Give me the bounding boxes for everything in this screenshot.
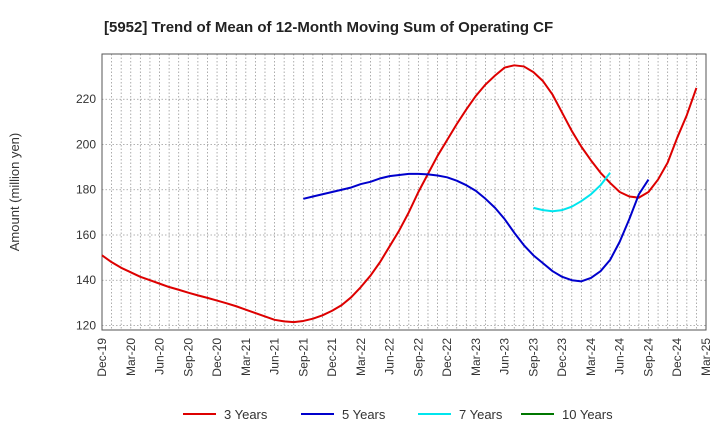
y-tick-label: 200	[76, 137, 96, 151]
x-tick-label: Mar-25	[699, 338, 713, 376]
x-tick-labels: Dec-19 Mar-20 Jun-20 Sep-20 Dec-20 Mar-21 Jun-…	[95, 338, 713, 377]
y-tick-label: 160	[76, 228, 96, 242]
x-tick-label: Mar-20	[124, 338, 138, 376]
x-tick-label: Mar-23	[469, 338, 483, 376]
x-tick-label: Dec-20	[210, 338, 224, 377]
series-line-3-years	[101, 64, 698, 324]
axes	[101, 53, 707, 331]
x-tick-label: Dec-24	[670, 338, 684, 377]
series-line-7-years	[533, 172, 611, 213]
legend-label: 5 Years	[342, 407, 386, 422]
x-tick-label: Jun-24	[613, 338, 627, 375]
x-tick-label: Mar-22	[354, 338, 368, 376]
x-tick-label: Jun-22	[383, 338, 397, 375]
y-axis-label: Amount (million yen)	[7, 133, 22, 252]
y-tick-label: 120	[76, 318, 96, 332]
x-tick-label: Jun-20	[153, 338, 167, 375]
x-tick-label: Sep-21	[296, 338, 310, 377]
x-tick-label: Jun-23	[498, 338, 512, 375]
y-tick-label: 180	[76, 183, 96, 197]
grid	[101, 54, 707, 330]
x-tick-label: Sep-22	[411, 338, 425, 377]
x-tick-label: Dec-23	[555, 338, 569, 377]
chart-title: [5952] Trend of Mean of 12-Month Moving …	[104, 19, 553, 36]
x-tick-label: Dec-19	[95, 338, 109, 377]
x-tick-label: Dec-21	[325, 338, 339, 377]
series-group	[101, 64, 698, 324]
x-tick-label: Sep-23	[526, 338, 540, 377]
series-line-5-years	[303, 172, 650, 283]
y-tick-labels: 120 140 160 180 200 220	[76, 92, 96, 332]
x-tick-label: Mar-24	[584, 338, 598, 376]
legend-label: 7 Years	[459, 407, 503, 422]
x-tick-label: Sep-20	[181, 338, 195, 377]
legend: 3 Years 5 Years 7 Years 10 Years	[183, 407, 613, 422]
x-tick-label: Sep-24	[641, 338, 655, 377]
legend-label: 3 Years	[224, 407, 268, 422]
x-tick-label: Jun-21	[268, 338, 282, 375]
legend-label: 10 Years	[562, 407, 613, 422]
y-tick-label: 220	[76, 92, 96, 106]
x-tick-label: Mar-21	[239, 338, 253, 376]
x-tick-label: Dec-22	[440, 338, 454, 377]
y-tick-label: 140	[76, 273, 96, 287]
plot-area-frame	[101, 53, 707, 331]
